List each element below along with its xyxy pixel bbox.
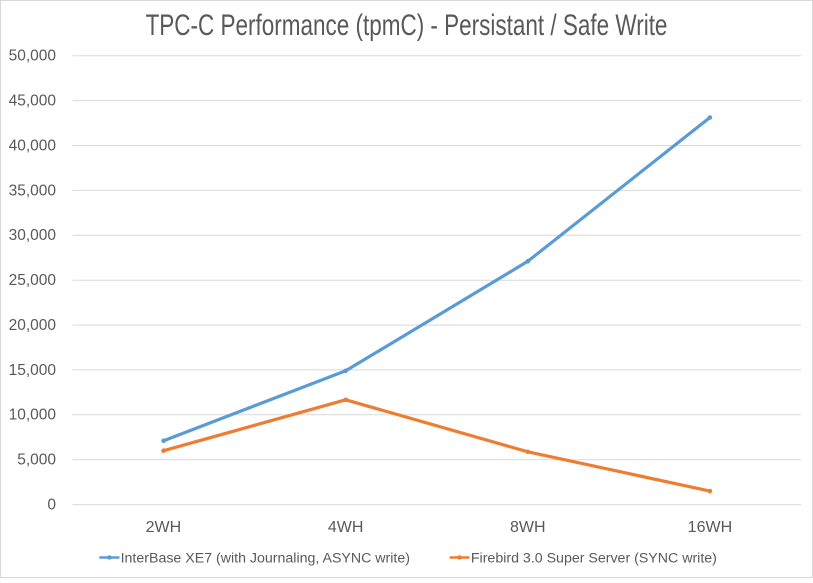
svg-text:5,000: 5,000 [17, 452, 56, 469]
svg-text:8WH: 8WH [510, 519, 546, 536]
svg-text:InterBase XE7 (with Journaling: InterBase XE7 (with Journaling, ASYNC wr… [121, 551, 410, 567]
svg-text:4WH: 4WH [328, 519, 364, 536]
svg-text:40,000: 40,000 [9, 137, 57, 154]
svg-text:TPC-C Performance (tpmC) - Per: TPC-C Performance (tpmC) - Persistant / … [146, 8, 668, 42]
svg-text:20,000: 20,000 [9, 317, 57, 334]
svg-text:15,000: 15,000 [9, 362, 57, 379]
svg-text:16WH: 16WH [688, 519, 732, 536]
svg-text:0: 0 [47, 497, 56, 514]
svg-text:35,000: 35,000 [9, 182, 57, 199]
svg-text:10,000: 10,000 [9, 407, 57, 424]
svg-text:45,000: 45,000 [9, 93, 57, 110]
svg-text:2WH: 2WH [146, 519, 182, 536]
svg-text:25,000: 25,000 [9, 272, 57, 289]
svg-text:Firebird 3.0 Super Server (SYN: Firebird 3.0 Super Server (SYNC write) [471, 551, 717, 567]
svg-text:50,000: 50,000 [9, 48, 57, 65]
svg-text:30,000: 30,000 [9, 227, 57, 244]
